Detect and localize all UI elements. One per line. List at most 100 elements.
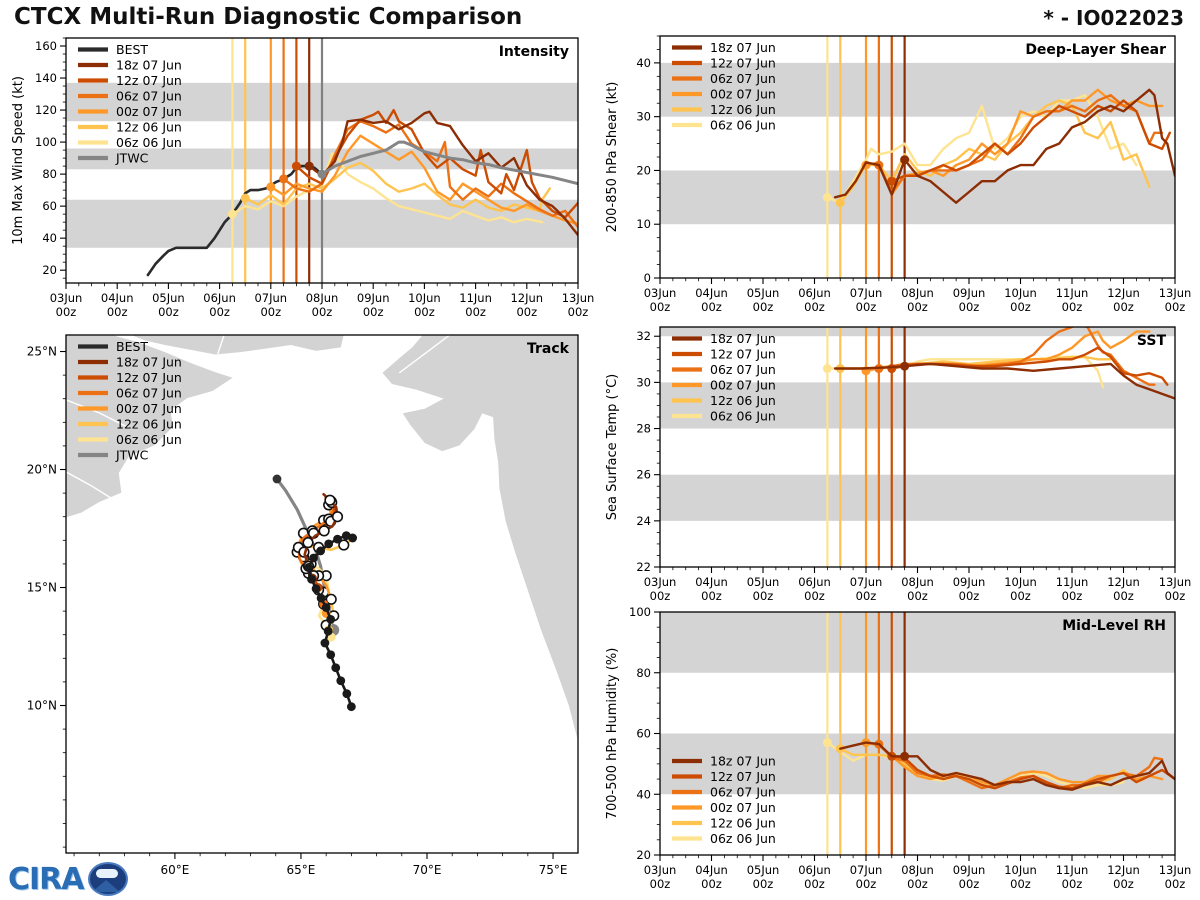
svg-text:10m Max Wind Speed (kt): 10m Max Wind Speed (kt) <box>11 76 26 245</box>
svg-text:00z: 00z <box>1113 877 1134 891</box>
svg-text:10Jun: 10Jun <box>1004 575 1037 589</box>
svg-text:12z 06 Jun: 12z 06 Jun <box>710 102 776 117</box>
svg-text:00z: 00z <box>650 589 671 603</box>
svg-text:13Jun: 13Jun <box>1159 863 1192 877</box>
svg-text:08Jun: 08Jun <box>901 286 934 300</box>
svg-text:07Jun: 07Jun <box>850 863 883 877</box>
map-land <box>66 335 578 744</box>
svg-text:BEST: BEST <box>116 42 148 57</box>
svg-text:06z 06 Jun: 06z 06 Jun <box>116 432 182 447</box>
svg-text:09Jun: 09Jun <box>953 575 986 589</box>
svg-text:00z: 00z <box>753 877 774 891</box>
svg-text:Intensity: Intensity <box>499 44 569 60</box>
svg-text:09Jun: 09Jun <box>953 286 986 300</box>
svg-text:00z: 00z <box>1010 877 1031 891</box>
svg-text:100: 100 <box>629 605 651 619</box>
svg-text:10Jun: 10Jun <box>1004 286 1037 300</box>
panel-rh: 03Jun00z04Jun00z05Jun00z06Jun00z07Jun00z… <box>605 605 1191 891</box>
svg-text:13Jun: 13Jun <box>562 291 595 305</box>
svg-text:04Jun: 04Jun <box>101 291 134 305</box>
svg-text:06z 07 Jun: 06z 07 Jun <box>710 362 776 377</box>
svg-text:00z: 00z <box>650 877 671 891</box>
svg-text:12Jun: 12Jun <box>510 291 543 305</box>
svg-text:00z: 00z <box>107 305 128 319</box>
svg-text:00z: 00z <box>1113 300 1134 314</box>
svg-text:10: 10 <box>636 217 651 231</box>
svg-text:00z: 00z <box>959 877 980 891</box>
svg-text:05Jun: 05Jun <box>747 575 780 589</box>
series-06z-07-jun <box>279 120 578 229</box>
svg-text:25°N: 25°N <box>27 345 57 359</box>
series-jtwc <box>317 140 578 186</box>
svg-text:00z 07 Jun: 00z 07 Jun <box>710 800 776 815</box>
svg-text:40: 40 <box>636 787 651 801</box>
series-18z-07-jun <box>839 741 1175 791</box>
svg-text:08Jun: 08Jun <box>901 575 934 589</box>
svg-text:00z: 00z <box>804 877 825 891</box>
svg-text:Mid-Level RH: Mid-Level RH <box>1062 618 1166 634</box>
svg-text:BEST: BEST <box>116 339 148 354</box>
svg-text:00z: 00z <box>701 300 722 314</box>
svg-text:18z 07 Jun: 18z 07 Jun <box>116 58 182 73</box>
series-06z-06-jun <box>822 94 1138 204</box>
svg-text:18z 07 Jun: 18z 07 Jun <box>710 40 776 55</box>
svg-text:05Jun: 05Jun <box>747 286 780 300</box>
svg-text:18z 07 Jun: 18z 07 Jun <box>710 331 776 346</box>
svg-text:00z: 00z <box>856 589 877 603</box>
svg-text:11Jun: 11Jun <box>1056 575 1089 589</box>
svg-text:06z 07 Jun: 06z 07 Jun <box>116 386 182 401</box>
svg-text:00z: 00z <box>959 589 980 603</box>
svg-text:12z 06 Jun: 12z 06 Jun <box>116 120 182 135</box>
svg-text:00z: 00z <box>804 300 825 314</box>
svg-text:06z 06 Jun: 06z 06 Jun <box>710 409 776 424</box>
svg-text:06z 06 Jun: 06z 06 Jun <box>710 831 776 846</box>
svg-text:06z 07 Jun: 06z 07 Jun <box>116 89 182 104</box>
svg-text:10°N: 10°N <box>27 699 57 713</box>
svg-text:Deep-Layer Shear: Deep-Layer Shear <box>1025 42 1166 58</box>
svg-text:00z: 00z <box>907 589 928 603</box>
svg-text:06z 07 Jun: 06z 07 Jun <box>710 71 776 86</box>
svg-text:00z 07 Jun: 00z 07 Jun <box>116 401 182 416</box>
svg-text:700-500 hPa Humidity (%): 700-500 hPa Humidity (%) <box>605 648 620 820</box>
svg-text:03Jun: 03Jun <box>644 863 677 877</box>
svg-text:00z 07 Jun: 00z 07 Jun <box>710 87 776 102</box>
svg-text:03Jun: 03Jun <box>644 286 677 300</box>
storm-id: * - IO022023 <box>1043 6 1184 30</box>
svg-text:12Jun: 12Jun <box>1107 575 1140 589</box>
svg-text:00z: 00z <box>1062 300 1083 314</box>
svg-text:00z: 00z <box>959 300 980 314</box>
svg-text:07Jun: 07Jun <box>254 291 287 305</box>
svg-text:13Jun: 13Jun <box>1159 286 1192 300</box>
panel-track: 60°E 65°E 70°E 75°E 10°N 15°N 20°N 25°N Track BES… <box>27 334 579 877</box>
svg-text:06z 06 Jun: 06z 06 Jun <box>116 135 182 150</box>
svg-text:07Jun: 07Jun <box>850 286 883 300</box>
svg-text:00z: 00z <box>701 877 722 891</box>
panel-sst: 03Jun00z04Jun00z05Jun00z06Jun00z07Jun00z… <box>605 326 1191 603</box>
mountain-icon <box>91 880 120 892</box>
svg-text:00z: 00z <box>907 300 928 314</box>
shaded-band <box>660 170 1175 225</box>
svg-text:06z 06 Jun: 06z 06 Jun <box>710 118 776 133</box>
svg-text:00z 07 Jun: 00z 07 Jun <box>710 378 776 393</box>
svg-text:SST: SST <box>1137 333 1167 349</box>
shaded-band <box>660 327 1175 337</box>
svg-text:12Jun: 12Jun <box>1107 286 1140 300</box>
svg-text:30: 30 <box>636 375 651 389</box>
svg-text:06Jun: 06Jun <box>203 291 236 305</box>
svg-text:200-850 hPa Shear (kt): 200-850 hPa Shear (kt) <box>605 82 620 233</box>
svg-text:30: 30 <box>636 110 651 124</box>
rammb-logo <box>87 862 128 896</box>
svg-text:05Jun: 05Jun <box>152 291 185 305</box>
svg-text:00z: 00z <box>260 305 281 319</box>
panel-shear: 03Jun00z04Jun00z05Jun00z06Jun00z07Jun00z… <box>605 35 1192 314</box>
svg-text:0: 0 <box>644 271 651 285</box>
svg-text:00z 07 Jun: 00z 07 Jun <box>116 104 182 119</box>
svg-text:22: 22 <box>636 560 651 574</box>
svg-text:24: 24 <box>636 514 651 528</box>
svg-text:06Jun: 06Jun <box>798 863 831 877</box>
svg-text:00z: 00z <box>56 305 77 319</box>
